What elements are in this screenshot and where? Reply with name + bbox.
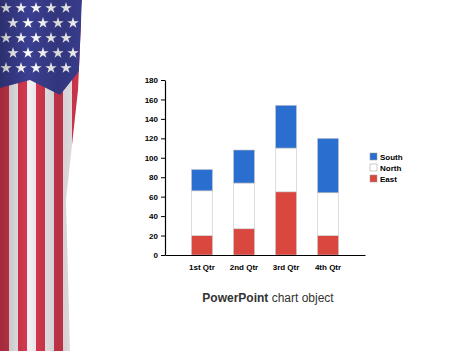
y-tick: 0 <box>154 251 165 260</box>
bar-segment <box>191 169 212 190</box>
chart-canvas: 0 20 40 60 80 100 120 140 160 180 1st Qtr 2nd Qtr 3r… <box>0 0 468 351</box>
y-tick: 180 <box>145 76 165 85</box>
y-tick-label: 60 <box>149 193 158 202</box>
x-tick-label: 4th Qtr <box>315 263 341 272</box>
x-tick: 2nd Qtr <box>230 263 258 272</box>
legend-label: East <box>380 175 397 184</box>
bars <box>191 105 338 255</box>
legend-swatch <box>370 175 377 182</box>
bar-segment <box>276 105 297 148</box>
x-tick: 1st Qtr <box>189 263 215 272</box>
bar-segment <box>233 229 254 255</box>
y-tick-label: 100 <box>145 154 159 163</box>
y-tick: 120 <box>145 134 165 143</box>
bar-segment <box>318 138 339 192</box>
y-tick-label: 180 <box>145 76 159 85</box>
legend: South North East <box>370 153 403 184</box>
y-tick-mark <box>161 138 165 139</box>
legend-label: South <box>380 153 403 162</box>
bar-segment <box>318 193 339 236</box>
y-tick-label: 160 <box>145 96 159 105</box>
x-tick: 3rd Qtr <box>273 263 300 272</box>
legend-item: South <box>370 153 403 162</box>
legend-label: North <box>380 164 401 173</box>
bar-segment <box>233 150 254 183</box>
y-tick-mark <box>161 216 165 217</box>
y-tick-label: 120 <box>145 134 159 143</box>
bar-segment <box>191 236 212 255</box>
legend-item: North <box>370 164 401 173</box>
flag-shading <box>0 0 82 351</box>
x-tick-label: 2nd Qtr <box>230 263 258 272</box>
y-tick: 100 <box>145 154 165 163</box>
y-tick-label: 40 <box>149 212 158 221</box>
y-tick: 40 <box>149 212 165 221</box>
y-tick-mark <box>161 236 165 237</box>
x-axis: 1st Qtr 2nd Qtr 3rd Qtr 4th Qtr <box>166 256 366 272</box>
flag-stripe <box>81 0 90 351</box>
y-tick-label: 20 <box>149 232 158 241</box>
caption: PowerPoint chart object <box>202 291 334 305</box>
y-tick: 80 <box>149 173 165 182</box>
y-tick: 20 <box>149 232 165 241</box>
y-axis-line <box>165 81 166 256</box>
y-tick-mark <box>161 99 165 100</box>
x-tick-label: 3rd Qtr <box>273 263 300 272</box>
y-tick: 60 <box>149 193 165 202</box>
y-tick-label: 140 <box>145 115 159 124</box>
flag <box>0 0 90 351</box>
y-tick: 160 <box>145 96 165 105</box>
bar-segment <box>276 148 297 192</box>
y-tick-mark <box>161 177 165 178</box>
x-tick: 4th Qtr <box>315 263 341 272</box>
y-tick-mark <box>161 119 165 120</box>
y-tick: 140 <box>145 115 165 124</box>
y-axis: 0 20 40 60 80 100 120 140 160 180 <box>145 76 166 260</box>
bar-segment <box>276 192 297 255</box>
y-tick-mark <box>161 80 165 81</box>
bar-segment <box>233 183 254 229</box>
y-tick-label: 0 <box>154 251 159 260</box>
legend-swatch <box>370 153 377 160</box>
bar-segment <box>318 236 339 255</box>
y-tick-mark <box>161 197 165 198</box>
legend-item: East <box>370 175 397 184</box>
bar-segment <box>191 191 212 236</box>
x-axis-line <box>166 255 366 256</box>
x-tick-label: 1st Qtr <box>189 263 215 272</box>
legend-swatch <box>370 164 377 171</box>
y-tick-mark <box>161 158 165 159</box>
y-tick-mark <box>161 255 165 256</box>
y-tick-label: 80 <box>149 173 158 182</box>
